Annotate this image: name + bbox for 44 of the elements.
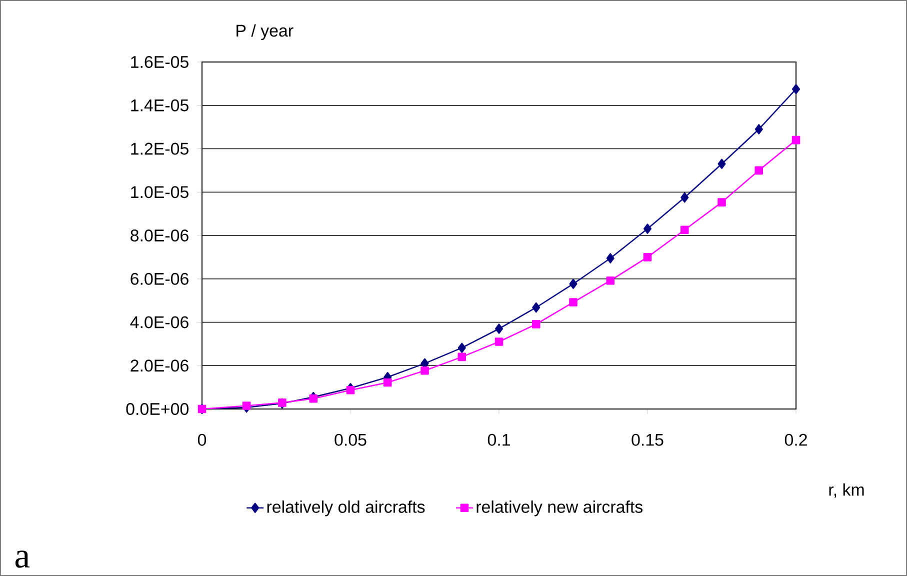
point bbox=[606, 253, 614, 264]
point bbox=[458, 342, 466, 353]
point bbox=[346, 386, 355, 394]
text: a bbox=[15, 550, 30, 568]
point bbox=[643, 224, 652, 234]
point bbox=[792, 84, 800, 94]
legend-label: relatively old aircrafts bbox=[267, 500, 425, 516]
point bbox=[754, 166, 764, 175]
point bbox=[680, 226, 689, 234]
point bbox=[242, 402, 251, 410]
point bbox=[680, 192, 689, 203]
legend-label: relatively new aircrafts bbox=[476, 500, 643, 516]
y-tick-label: 2.0E-06 bbox=[130, 360, 188, 372]
y-tick-label: 8.0E-06 bbox=[130, 229, 188, 242]
point bbox=[569, 278, 578, 289]
point bbox=[309, 394, 318, 403]
y-tick-label: 1.2E-05 bbox=[131, 142, 188, 155]
point bbox=[420, 366, 429, 375]
x-tick-label: 0.1 bbox=[488, 434, 510, 446]
x-axis-title: r, km bbox=[829, 483, 864, 498]
point bbox=[458, 352, 466, 362]
point bbox=[754, 124, 763, 134]
point bbox=[532, 320, 540, 328]
x-tick-label: 0.2 bbox=[784, 434, 807, 446]
point bbox=[494, 338, 504, 346]
point bbox=[383, 378, 392, 387]
y-tick-label: 1.0E-05 bbox=[131, 186, 188, 198]
point bbox=[792, 136, 800, 144]
x-tick-label: 0 bbox=[198, 434, 206, 446]
y-tick-label: 0.0E+00 bbox=[126, 402, 189, 415]
x-tick-label: 0.05 bbox=[334, 434, 366, 446]
y-tick-label: 6.0E-06 bbox=[130, 272, 188, 285]
point bbox=[643, 253, 652, 262]
point bbox=[532, 302, 540, 313]
point bbox=[718, 158, 726, 170]
y-tick-label: 4.0E-06 bbox=[130, 316, 188, 328]
y-tick-label: 1.4E-05 bbox=[131, 99, 188, 112]
point bbox=[606, 276, 615, 285]
y-axis-title: P / year bbox=[236, 24, 294, 40]
x-tick-label: 0.15 bbox=[632, 434, 664, 446]
point bbox=[569, 298, 578, 306]
point bbox=[494, 324, 504, 334]
point bbox=[718, 198, 726, 206]
y-tick-label: 1.6E-05 bbox=[131, 56, 188, 68]
